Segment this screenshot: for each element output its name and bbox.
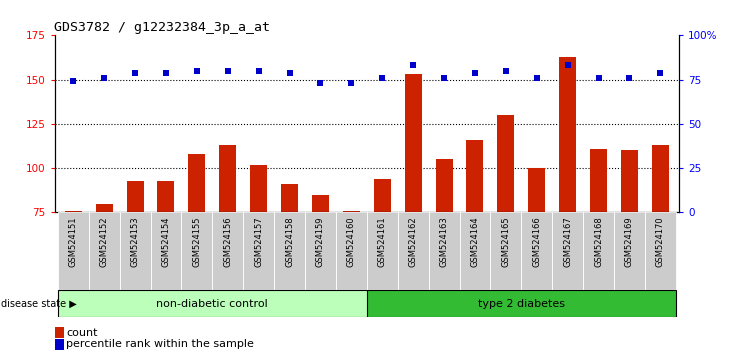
- Bar: [158, 181, 174, 212]
- Bar: [366, 212, 398, 292]
- Bar: [429, 212, 459, 292]
- Bar: [466, 140, 483, 212]
- Bar: [89, 212, 120, 292]
- Text: GSM524152: GSM524152: [100, 216, 109, 267]
- Text: GSM524164: GSM524164: [470, 216, 480, 267]
- Bar: [343, 211, 360, 212]
- Text: GSM524166: GSM524166: [532, 216, 541, 267]
- Bar: [281, 184, 298, 212]
- Text: GSM524167: GSM524167: [563, 216, 572, 267]
- Bar: [529, 168, 545, 212]
- Bar: [274, 212, 305, 292]
- Text: disease state ▶: disease state ▶: [1, 298, 77, 309]
- Text: percentile rank within the sample: percentile rank within the sample: [66, 339, 254, 349]
- Point: [315, 80, 326, 86]
- Bar: [436, 159, 453, 212]
- Point: [222, 68, 234, 74]
- Bar: [212, 212, 243, 292]
- Bar: [398, 212, 429, 292]
- Bar: [404, 74, 422, 212]
- Bar: [614, 212, 645, 292]
- Bar: [559, 57, 576, 212]
- Text: count: count: [66, 328, 98, 338]
- Bar: [459, 212, 491, 292]
- Bar: [188, 154, 205, 212]
- Bar: [652, 145, 669, 212]
- Bar: [583, 212, 614, 292]
- Point: [377, 75, 388, 81]
- Text: GSM524159: GSM524159: [316, 216, 325, 267]
- Point: [562, 63, 574, 68]
- Bar: [590, 149, 607, 212]
- Point: [253, 68, 264, 74]
- Text: GSM524160: GSM524160: [347, 216, 356, 267]
- Text: type 2 diabetes: type 2 diabetes: [478, 298, 565, 309]
- Bar: [182, 212, 212, 292]
- Point: [655, 70, 666, 75]
- Point: [345, 80, 357, 86]
- Point: [531, 75, 542, 81]
- Bar: [150, 212, 182, 292]
- Point: [469, 70, 481, 75]
- Text: GDS3782 / g12232384_3p_a_at: GDS3782 / g12232384_3p_a_at: [54, 21, 270, 34]
- Text: GSM524165: GSM524165: [502, 216, 510, 267]
- Bar: [366, 290, 676, 317]
- Bar: [243, 212, 274, 292]
- Bar: [521, 212, 552, 292]
- Text: GSM524162: GSM524162: [409, 216, 418, 267]
- Text: GSM524170: GSM524170: [656, 216, 665, 267]
- Bar: [58, 212, 89, 292]
- Bar: [219, 145, 237, 212]
- Point: [160, 70, 172, 75]
- Bar: [126, 181, 144, 212]
- Bar: [497, 115, 515, 212]
- Bar: [305, 212, 336, 292]
- Text: GSM524158: GSM524158: [285, 216, 294, 267]
- Bar: [58, 290, 366, 317]
- Bar: [374, 179, 391, 212]
- Point: [623, 75, 635, 81]
- Text: GSM524161: GSM524161: [377, 216, 387, 267]
- Point: [407, 63, 419, 68]
- Bar: [120, 212, 150, 292]
- Point: [191, 68, 203, 74]
- Text: GSM524153: GSM524153: [131, 216, 139, 267]
- Point: [129, 70, 141, 75]
- Text: GSM524168: GSM524168: [594, 216, 603, 267]
- Bar: [65, 211, 82, 212]
- Bar: [491, 212, 521, 292]
- Point: [500, 68, 512, 74]
- Text: GSM524163: GSM524163: [439, 216, 448, 267]
- Text: GSM524155: GSM524155: [193, 216, 201, 267]
- Text: GSM524156: GSM524156: [223, 216, 232, 267]
- Point: [593, 75, 604, 81]
- Bar: [621, 150, 638, 212]
- Bar: [552, 212, 583, 292]
- Point: [438, 75, 450, 81]
- Bar: [312, 195, 329, 212]
- Point: [67, 79, 79, 84]
- Bar: [96, 204, 112, 212]
- Text: GSM524157: GSM524157: [254, 216, 264, 267]
- Text: GSM524169: GSM524169: [625, 216, 634, 267]
- Text: GSM524151: GSM524151: [69, 216, 78, 267]
- Point: [99, 75, 110, 81]
- Point: [284, 70, 296, 75]
- Bar: [250, 165, 267, 212]
- Bar: [336, 212, 367, 292]
- Text: non-diabetic control: non-diabetic control: [156, 298, 268, 309]
- Text: GSM524154: GSM524154: [161, 216, 171, 267]
- Bar: [645, 212, 676, 292]
